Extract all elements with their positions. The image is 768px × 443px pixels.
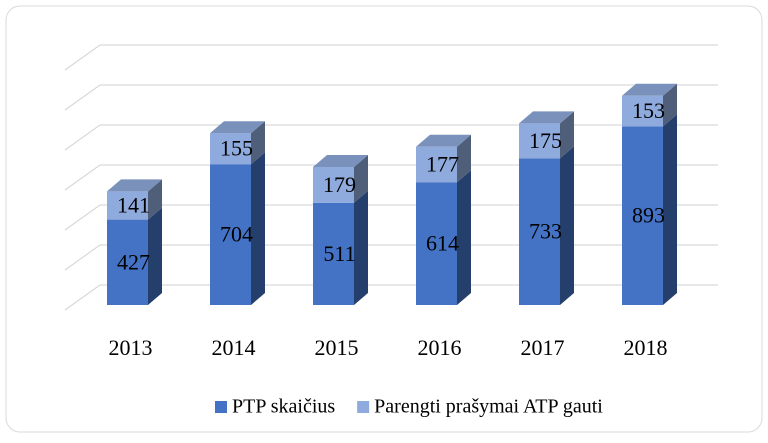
value-label: 177 bbox=[426, 152, 459, 177]
bar-side bbox=[354, 155, 368, 203]
grid-line bbox=[64, 204, 718, 231]
grid-line bbox=[64, 284, 718, 311]
grid-line bbox=[64, 244, 718, 271]
bar bbox=[313, 202, 354, 305]
value-label: 153 bbox=[632, 98, 665, 123]
bar-top bbox=[107, 179, 162, 192]
value-label: 179 bbox=[323, 172, 356, 197]
grid bbox=[64, 44, 718, 311]
bar-side bbox=[663, 114, 677, 306]
bar bbox=[622, 95, 663, 127]
bar-side bbox=[251, 121, 265, 165]
x-tick-label: 2015 bbox=[315, 335, 359, 360]
bar-top bbox=[416, 134, 471, 147]
x-tick-label: 2014 bbox=[212, 335, 256, 360]
x-tick-label: 2017 bbox=[521, 335, 565, 360]
bar bbox=[416, 182, 457, 305]
bar-side bbox=[457, 134, 471, 183]
value-label: 155 bbox=[220, 136, 253, 161]
value-label: 511 bbox=[323, 241, 355, 266]
bar bbox=[210, 164, 251, 305]
x-tick-label: 2016 bbox=[418, 335, 462, 360]
legend: PTP skaičius Parengti prašymai ATP gauti bbox=[215, 396, 603, 418]
legend-swatch bbox=[357, 401, 370, 413]
value-label: 704 bbox=[220, 222, 253, 247]
x-tick-label: 2018 bbox=[624, 335, 668, 360]
grid-line bbox=[64, 84, 718, 111]
bar bbox=[210, 133, 251, 165]
grid-line bbox=[64, 44, 718, 71]
bar-top bbox=[210, 121, 265, 134]
bar-side bbox=[354, 190, 368, 305]
bars: 427 141 2013 704 155 2014 511 179 2015 614 177 2016… bbox=[107, 83, 677, 360]
value-label: 614 bbox=[426, 231, 459, 256]
bar-side bbox=[663, 83, 677, 127]
legend-label: PTP skaičius bbox=[232, 396, 335, 418]
bar-top bbox=[519, 111, 574, 124]
bar bbox=[313, 167, 354, 203]
bar-side bbox=[251, 152, 265, 305]
bar-side bbox=[457, 170, 471, 305]
legend-swatch bbox=[215, 401, 227, 413]
bar bbox=[107, 191, 148, 220]
grid-line bbox=[64, 164, 718, 191]
bar-side bbox=[560, 111, 574, 159]
x-tick-label: 2013 bbox=[109, 335, 153, 360]
bar-side bbox=[148, 179, 162, 220]
bar-top bbox=[622, 83, 677, 96]
bar bbox=[107, 219, 148, 305]
legend-label: Parengti prašymai ATP gauti bbox=[374, 396, 603, 418]
bar bbox=[519, 158, 560, 305]
value-label: 893 bbox=[632, 203, 665, 228]
grid-line bbox=[64, 124, 718, 151]
value-label: 141 bbox=[117, 193, 150, 218]
bar-side bbox=[148, 207, 162, 305]
value-label: 733 bbox=[529, 219, 562, 244]
bar bbox=[622, 126, 663, 306]
bar-top bbox=[313, 155, 368, 167]
bar bbox=[416, 146, 457, 183]
value-label: 175 bbox=[529, 128, 562, 153]
bar bbox=[519, 123, 560, 159]
bar-side bbox=[560, 146, 574, 305]
value-label: 427 bbox=[117, 249, 150, 274]
